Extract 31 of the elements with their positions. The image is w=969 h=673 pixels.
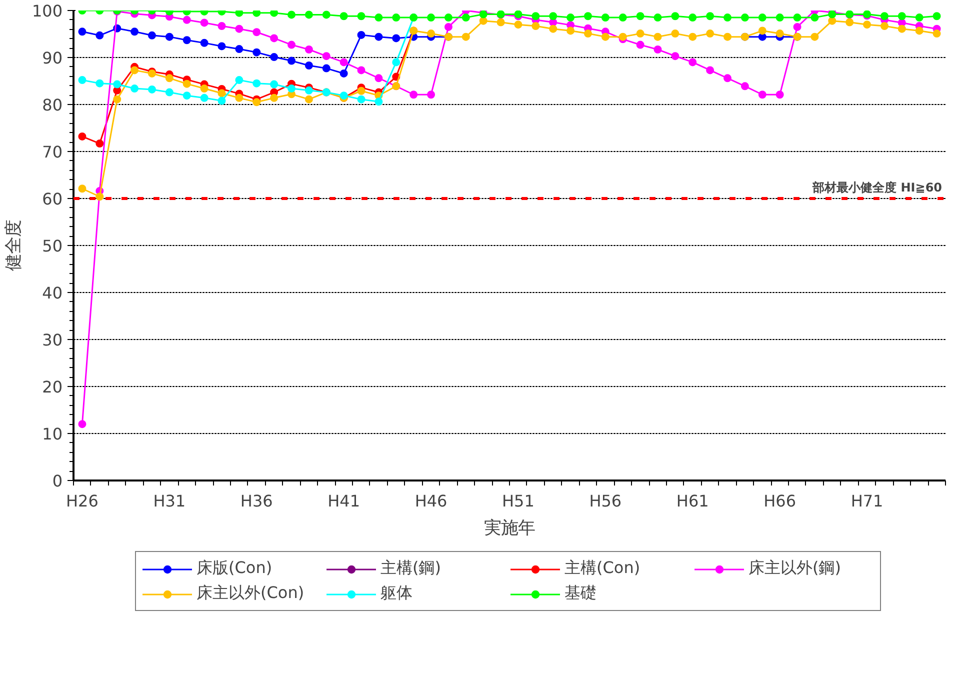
y-tick-label: 60: [42, 190, 62, 208]
x-tick-label: H51: [502, 492, 534, 510]
legend-label: 床主以外(Con): [196, 583, 306, 604]
x-tick-label: H66: [764, 492, 796, 510]
ref-line-label: 部材最小健全度 HI≧60: [812, 180, 942, 194]
y-tick-label: 40: [42, 284, 62, 302]
x-tick-label: H36: [240, 492, 273, 510]
y-tick-label: 20: [42, 378, 62, 396]
y-tick-label: 100: [32, 2, 63, 20]
legend-label: 躯体: [380, 583, 414, 604]
y-tick-label: 50: [42, 236, 62, 256]
x-tick-label: H61: [676, 492, 709, 510]
x-tick-label: H31: [153, 492, 186, 510]
y-tick-label: 70: [42, 142, 62, 162]
x-tick-label: H56: [589, 492, 622, 510]
y-tick-label: 0: [52, 472, 63, 490]
legend-label: 基礎: [564, 583, 598, 604]
y-tick-label: 30: [42, 330, 62, 350]
y-tick-label: 80: [42, 96, 62, 114]
legend-label: 床版(Con): [196, 558, 274, 579]
x-tick-label: H41: [328, 492, 360, 510]
x-axis-title: 実施年: [484, 518, 535, 538]
legend-label: 床主以外(鋼): [748, 558, 842, 579]
y-tick-label: 90: [42, 48, 62, 68]
legend-label: 主構(鋼): [380, 558, 442, 579]
legend-label: 主構(Con): [564, 558, 642, 579]
x-tick-label: H26: [66, 492, 98, 510]
y-axis-title: 健全度: [4, 220, 24, 271]
x-tick-label: H71: [850, 492, 884, 510]
y-tick-label: 10: [42, 424, 62, 444]
x-tick-label: H46: [414, 492, 448, 510]
